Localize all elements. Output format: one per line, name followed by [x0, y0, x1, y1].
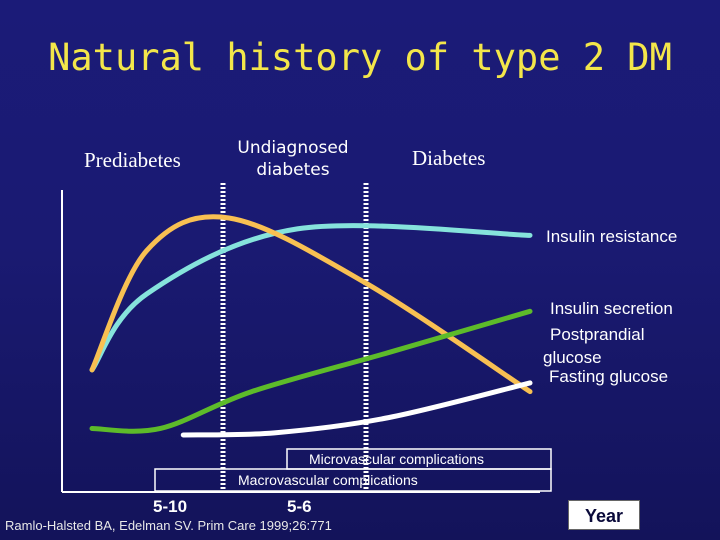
phase-undiagnosed-line2: diabetes	[256, 160, 330, 180]
fasting-glucose-label: Fasting glucose	[549, 367, 669, 386]
macrovascular-box	[154, 468, 552, 492]
series-line-insulin-resistance	[89, 223, 533, 373]
citation: Ramlo-Halsted BA, Edelman SV. Prim Care …	[5, 518, 332, 533]
phase-prediabetes-label: Prediabetes	[84, 148, 181, 172]
x-tick-5-10: 5-10	[153, 497, 188, 516]
phase-undiagnosed-line1: Undiagnosed	[237, 138, 349, 158]
x-axis-year-label: Year	[568, 500, 640, 530]
phase-undiagnosed-label: Undiagnosed diabetes	[228, 137, 358, 181]
postprandial-glucose-label-line2: glucose	[543, 348, 602, 367]
postprandial-glucose-label-line1: Postprandial	[550, 325, 645, 344]
insulin-resistance-label: Insulin resistance	[546, 227, 678, 246]
macrovascular-label: Macrovascular complications	[238, 472, 418, 488]
series-line-fasting-glucose	[180, 380, 533, 438]
page-title: Natural history of type 2 DM	[48, 36, 672, 79]
insulin-secretion-label: Insulin secretion	[550, 299, 673, 318]
microvascular-label: Microvascular complications	[309, 451, 485, 467]
series-group	[89, 214, 533, 438]
x-tick-5-6: 5-6	[287, 497, 312, 516]
series-line-insulin-secretion	[89, 214, 533, 395]
phase-diabetes-label: Diabetes	[412, 146, 486, 170]
series-line-postprandial-glucose	[89, 308, 533, 434]
